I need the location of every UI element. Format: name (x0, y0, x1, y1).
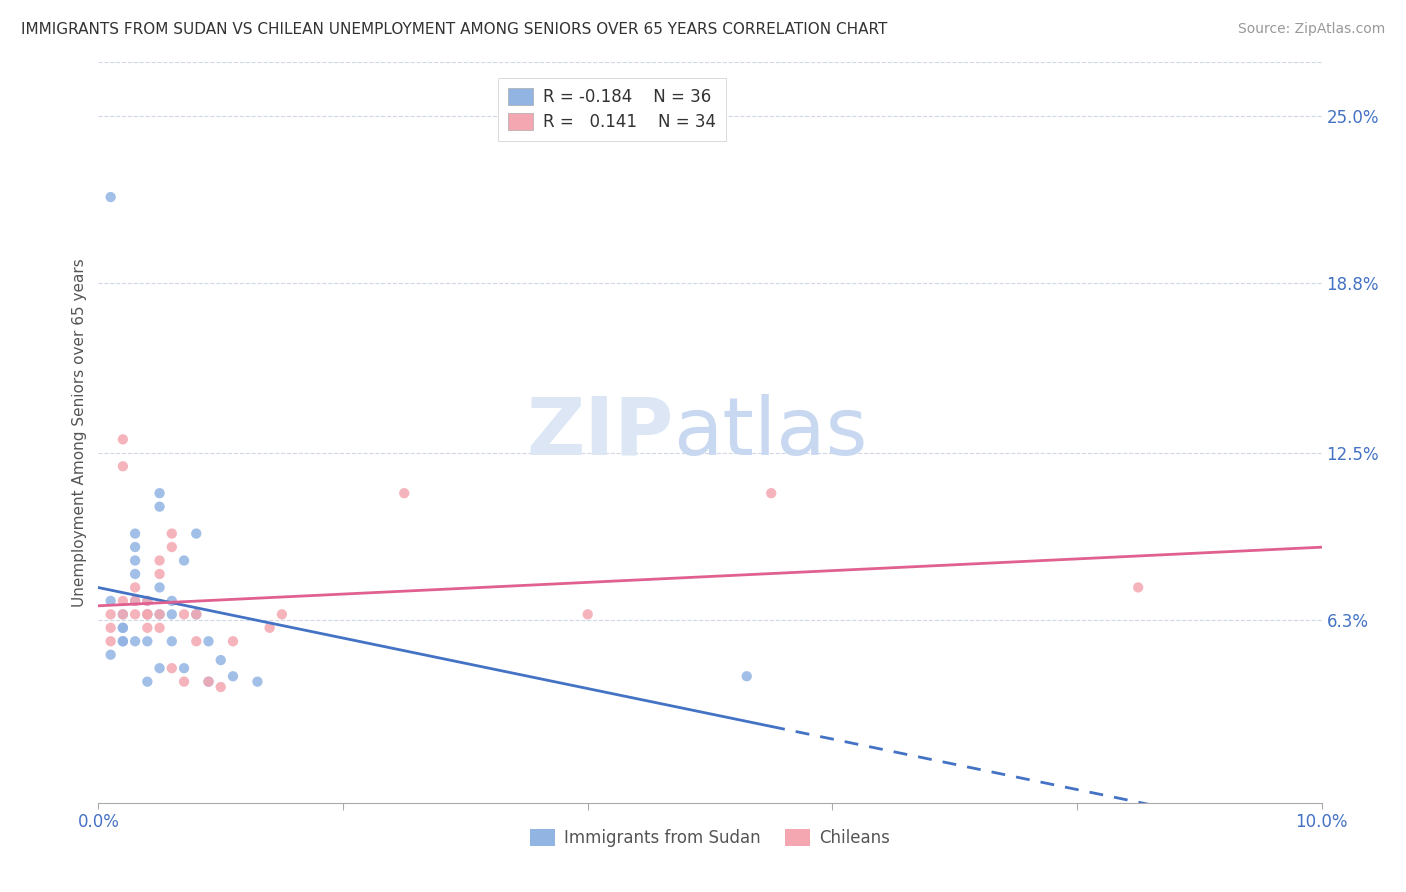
Point (124, 566, 146, 581)
Point (759, 486, 782, 500)
Point (124, 594, 146, 608)
Point (259, 621, 281, 635)
Point (160, 607, 183, 622)
Text: Source: ZipAtlas.com: Source: ZipAtlas.com (1237, 22, 1385, 37)
Text: atlas: atlas (673, 393, 868, 472)
Point (124, 553, 146, 567)
Point (111, 634, 134, 648)
Point (186, 526, 208, 541)
Point (149, 607, 172, 622)
Point (124, 594, 146, 608)
Point (392, 486, 416, 500)
Point (124, 581, 146, 595)
Point (149, 486, 172, 500)
Point (173, 674, 195, 689)
Point (160, 540, 183, 554)
Point (111, 607, 134, 622)
Point (136, 634, 159, 648)
Point (111, 634, 134, 648)
Point (186, 634, 208, 648)
Point (160, 526, 183, 541)
Point (136, 607, 159, 622)
Point (136, 621, 159, 635)
Point (209, 680, 232, 694)
Point (160, 594, 183, 608)
Point (735, 669, 758, 683)
Point (222, 669, 245, 683)
Point (136, 594, 159, 608)
Point (100, 634, 122, 648)
Point (100, 190, 122, 204)
Point (149, 553, 172, 567)
Point (124, 634, 146, 648)
Point (136, 594, 159, 608)
Point (124, 607, 146, 622)
Point (173, 607, 195, 622)
Point (149, 607, 172, 622)
Point (124, 540, 146, 554)
Point (149, 661, 172, 675)
Point (100, 621, 122, 635)
Point (111, 459, 134, 474)
Point (186, 607, 208, 622)
Point (111, 621, 134, 635)
Point (576, 607, 599, 622)
Point (111, 607, 134, 622)
Point (124, 526, 146, 541)
Point (1128, 581, 1150, 595)
Point (222, 634, 245, 648)
Point (246, 674, 269, 689)
Point (100, 594, 122, 608)
Point (270, 607, 292, 622)
Point (160, 661, 183, 675)
Point (149, 621, 172, 635)
Point (111, 594, 134, 608)
Point (173, 661, 195, 675)
Point (111, 621, 134, 635)
Point (197, 634, 219, 648)
Point (173, 553, 195, 567)
Point (100, 607, 122, 622)
Point (197, 674, 219, 689)
Point (160, 634, 183, 648)
Point (149, 500, 172, 514)
Point (136, 674, 159, 689)
Point (111, 433, 134, 447)
Point (149, 581, 172, 595)
Point (209, 653, 232, 667)
Y-axis label: Unemployment Among Seniors over 65 years: Unemployment Among Seniors over 65 years (72, 259, 87, 607)
Point (136, 607, 159, 622)
Point (186, 607, 208, 622)
Point (136, 607, 159, 622)
Text: IMMIGRANTS FROM SUDAN VS CHILEAN UNEMPLOYMENT AMONG SENIORS OVER 65 YEARS CORREL: IMMIGRANTS FROM SUDAN VS CHILEAN UNEMPLO… (21, 22, 887, 37)
Text: ZIP: ZIP (526, 393, 673, 472)
Point (149, 566, 172, 581)
Point (100, 648, 122, 662)
Legend: Immigrants from Sudan, Chileans: Immigrants from Sudan, Chileans (524, 822, 896, 854)
Point (197, 674, 219, 689)
